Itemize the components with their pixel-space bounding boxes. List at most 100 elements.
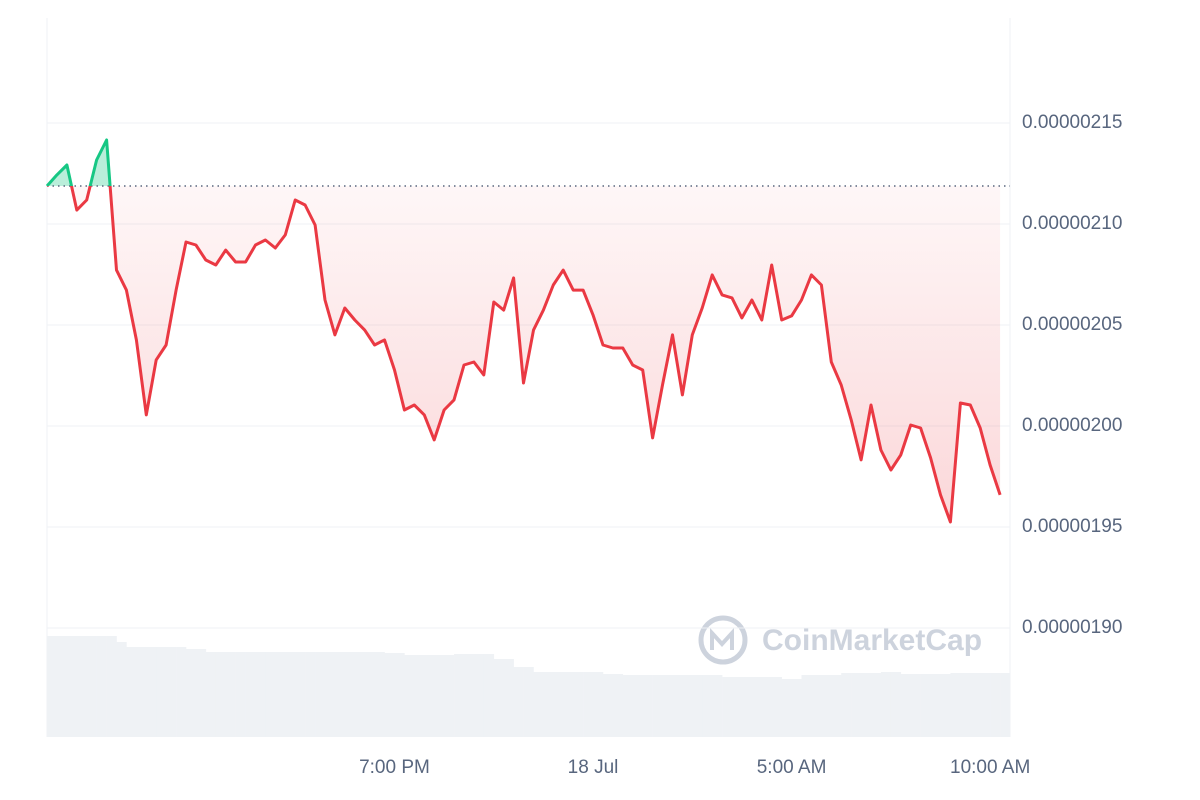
volume-bar [593, 672, 604, 737]
volume-bar [354, 652, 365, 737]
watermark-logo-m [710, 627, 734, 650]
y-tick-label: 0.00000215 [1022, 112, 1122, 133]
volume-bar [861, 673, 872, 737]
volume-bar [781, 679, 792, 737]
y-tick-label: 0.00000205 [1022, 314, 1122, 335]
volume-bar [940, 674, 951, 737]
volume-bar [454, 654, 465, 737]
volume-bar [751, 677, 763, 737]
volume-bar [275, 652, 286, 737]
watermark-text: CoinMarketCap [762, 624, 982, 657]
volume-bar [66, 636, 78, 737]
volume-bar [563, 672, 574, 737]
volume-bar [116, 642, 127, 737]
volume-bar [980, 673, 991, 737]
y-tick-label: 0.00000190 [1022, 617, 1122, 638]
volume-bar [394, 653, 405, 737]
background [46, 18, 1011, 737]
volume-bar [513, 667, 524, 737]
volume-bar [811, 675, 822, 737]
volume-bar [483, 654, 495, 737]
volume-bar [334, 652, 346, 737]
volume-bar [493, 659, 504, 737]
volume-bar [821, 675, 832, 737]
volume-bar [702, 675, 713, 737]
volume-bar [156, 647, 167, 737]
volume-bar [692, 675, 703, 737]
volume-bar [434, 655, 445, 737]
volume-bar [235, 652, 246, 737]
x-tick-label: 7:00 PM [359, 757, 430, 778]
volume-bar [185, 649, 197, 737]
volume-bar [1000, 673, 1011, 737]
volume-bar [364, 652, 375, 737]
volume-bar [86, 636, 97, 737]
volume-bar [841, 673, 852, 737]
volume-bar [612, 674, 624, 737]
volume-bar [732, 677, 743, 737]
volume-bar [444, 655, 455, 737]
volume-bar [871, 673, 882, 737]
volume-bar [910, 674, 921, 737]
volume-bar [295, 652, 306, 737]
volume-bar [791, 679, 802, 737]
volume-bar [146, 647, 157, 737]
volume-bar [880, 672, 892, 737]
volume-bar [960, 673, 971, 737]
volume-bar [632, 675, 643, 737]
volume-bar [414, 655, 425, 737]
volume-bar [553, 672, 564, 737]
volume-bar [642, 675, 653, 737]
volume-bar [285, 652, 296, 737]
volume-bar [374, 652, 385, 737]
volume-bar [176, 647, 187, 737]
volume-bar [761, 677, 773, 737]
watermark: CoinMarketCap [698, 615, 982, 665]
volume-bar [473, 654, 485, 737]
volume-bar [622, 675, 634, 737]
volume-bar [463, 654, 475, 737]
volume-bar [771, 677, 782, 737]
loss-area [71, 186, 1001, 522]
volume-bar [76, 636, 88, 737]
volume-bar [126, 647, 137, 737]
volume-bar [245, 652, 256, 737]
volume-bar [801, 675, 812, 737]
volume-bar [573, 672, 584, 737]
volume-bar [930, 674, 941, 737]
volume-bar [305, 652, 316, 737]
volume-bar [324, 652, 336, 737]
volume-bar [890, 672, 902, 737]
volume-bar [106, 636, 117, 737]
y-tick-label: 0.00000195 [1022, 516, 1122, 537]
volume-bar [712, 675, 723, 737]
volume-bar [47, 636, 58, 737]
volume-bar [255, 652, 266, 737]
volume-bar [602, 674, 614, 737]
volume-bar [950, 673, 961, 737]
volume-bar [215, 652, 227, 737]
x-tick-label: 18 Jul [568, 757, 619, 778]
volume-bar [722, 677, 733, 737]
volume-bar [900, 674, 912, 737]
x-tick-label: 5:00 AM [757, 757, 827, 778]
volume-bar [652, 675, 663, 737]
volume-bar [404, 655, 415, 737]
volume-bar [166, 647, 177, 737]
volume-bar [315, 652, 326, 737]
volume-bar [543, 672, 554, 737]
volume-bar [990, 673, 1001, 737]
volume-bar [56, 636, 68, 737]
y-tick-label: 0.00000200 [1022, 415, 1122, 436]
y-tick-label: 0.00000210 [1022, 213, 1122, 234]
volume-bar [831, 675, 842, 737]
volume-bar [265, 652, 276, 737]
volume-bar [920, 674, 931, 737]
x-tick-label: 10:00 AM [950, 757, 1030, 778]
volume-bar [533, 672, 544, 737]
volume-bar [96, 636, 107, 737]
volume-bar [970, 673, 981, 737]
volume-bar [384, 653, 395, 737]
volume-bar [851, 673, 862, 737]
